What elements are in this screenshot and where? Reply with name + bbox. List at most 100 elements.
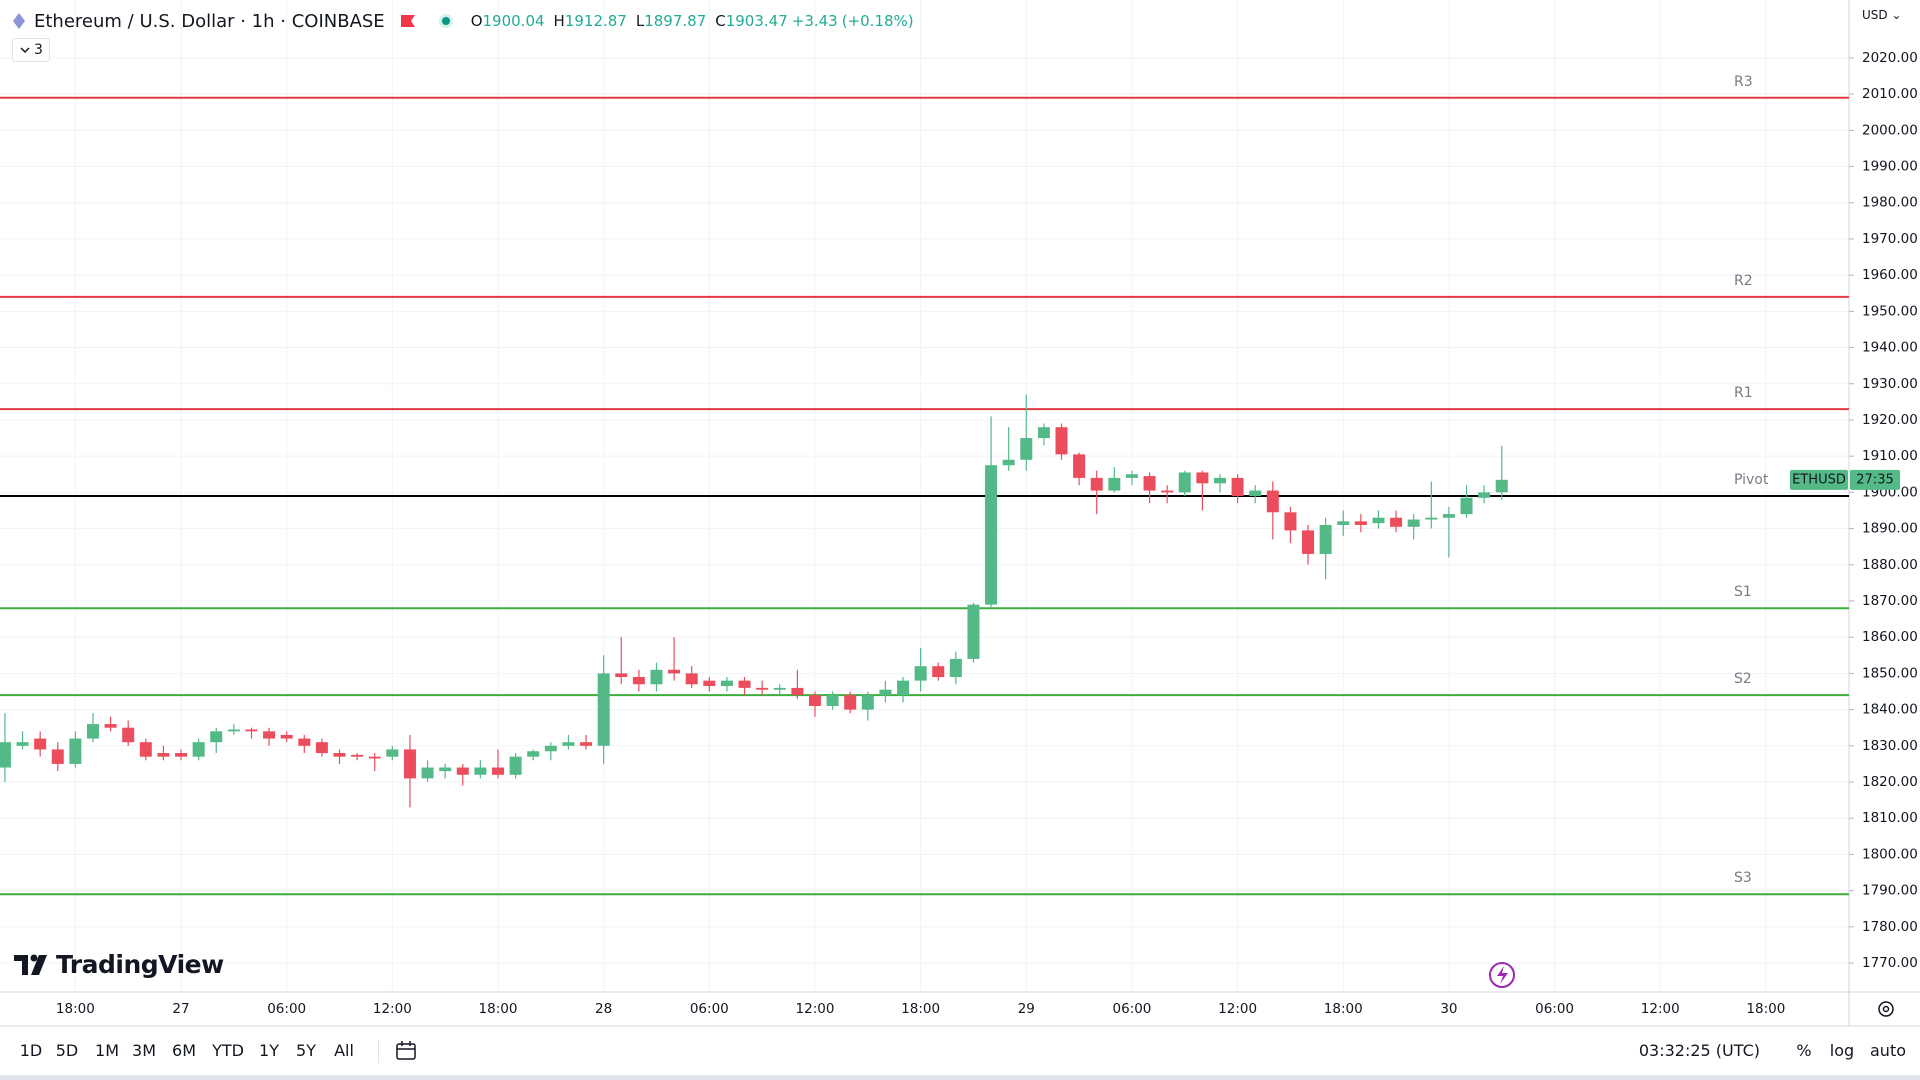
candle-body: [1196, 472, 1209, 484]
symbol-title[interactable]: Ethereum / U.S. Dollar · 1h · COINBASE: [34, 10, 385, 32]
candle-body: [1231, 477, 1244, 496]
scale-option[interactable]: %: [1796, 1041, 1812, 1060]
y-tick-label: 1780.00: [1862, 919, 1918, 935]
candle-body: [1178, 472, 1191, 493]
candle-body: [351, 754, 364, 757]
x-tick-label: 06:00: [1112, 1001, 1151, 1017]
branding[interactable]: TradingView: [14, 950, 224, 979]
y-tick-label: 1810.00: [1862, 810, 1918, 826]
range-button[interactable]: 1M: [95, 1041, 119, 1060]
y-tick-label: 1880.00: [1862, 557, 1918, 573]
symbol-tag: ETHUSD: [1792, 472, 1846, 487]
pivot-label: S1: [1734, 584, 1752, 600]
currency-label: USD: [1862, 8, 1888, 22]
candle-body: [562, 742, 575, 746]
candle-body: [1284, 512, 1297, 531]
candle-body: [615, 673, 628, 678]
market-status[interactable]: [435, 12, 457, 30]
candle-body: [685, 673, 698, 685]
candle-body: [298, 738, 311, 746]
value: 1897.87: [644, 12, 707, 30]
scale-option[interactable]: log: [1829, 1041, 1855, 1060]
candle-body: [1002, 459, 1015, 466]
range-button[interactable]: 1D: [19, 1041, 43, 1060]
candle-body: [175, 753, 188, 757]
x-tick-label: 18:00: [56, 1001, 95, 1017]
scale-option[interactable]: auto: [1869, 1041, 1907, 1060]
x-tick-label: 12:00: [1641, 1001, 1680, 1017]
range-button[interactable]: 6M: [172, 1041, 196, 1060]
value: 1903.47: [725, 12, 788, 30]
y-tick-label: 1960.00: [1862, 267, 1918, 283]
settings-icon: [1882, 1005, 1890, 1013]
y-tick-label: 1940.00: [1862, 340, 1918, 356]
y-tick-label: 1970.00: [1862, 231, 1918, 247]
candle-body: [1073, 454, 1086, 478]
candle-body: [932, 666, 945, 678]
range-button[interactable]: YTD: [212, 1041, 244, 1060]
y-tick-label: 1920.00: [1862, 412, 1918, 428]
candle-body: [544, 745, 557, 752]
range-button[interactable]: 5Y: [296, 1041, 316, 1060]
candle-body: [210, 731, 223, 743]
candle-body: [1407, 519, 1420, 527]
chevron: [20, 47, 30, 54]
candle-body: [1055, 427, 1068, 455]
candle-body: [403, 749, 416, 779]
candle-body: [16, 742, 29, 746]
candle-body: [333, 753, 346, 757]
currency[interactable]: USD ⌄: [1862, 8, 1902, 22]
candle-body: [1108, 477, 1121, 491]
candle-body: [69, 738, 82, 764]
candle-body: [1319, 524, 1332, 554]
x-tick-label: 27: [172, 1001, 189, 1017]
value: 1912.87: [564, 12, 627, 30]
indicators-count: 3: [34, 42, 43, 58]
candle-body: [280, 734, 293, 739]
range-button[interactable]: 5D: [55, 1041, 79, 1060]
x-tick-label: 30: [1440, 1001, 1457, 1017]
y-tick-label: 1850.00: [1862, 665, 1918, 681]
candle-body: [897, 680, 910, 696]
ohlc-open: O1900.04: [471, 12, 549, 30]
candle-body: [985, 465, 998, 605]
candle-body: [1037, 427, 1050, 439]
label: L: [635, 12, 645, 30]
candle-body: [1143, 476, 1156, 491]
pivot-label: R3: [1734, 74, 1753, 90]
countdown-bg: [1850, 469, 1900, 490]
y-tick-label: 1870.00: [1862, 593, 1918, 609]
pivot-label: R2: [1734, 273, 1753, 289]
candle-body: [421, 767, 434, 779]
settings-icon: [1878, 1001, 1894, 1017]
candle-body: [509, 756, 522, 775]
y-tick-label: 1930.00: [1862, 376, 1918, 392]
y-tick-label: 1980.00: [1862, 195, 1918, 211]
date-range-icon[interactable]: [395, 1040, 419, 1062]
candle-body: [456, 767, 469, 775]
x-tick-label: 12:00: [796, 1001, 835, 1017]
candle-body: [139, 742, 152, 757]
x-tick-label: 18:00: [901, 1001, 940, 1017]
pivot-label: Pivot: [1734, 472, 1769, 488]
indicators-toggle[interactable]: 3: [12, 38, 50, 62]
candle-body: [632, 677, 645, 685]
y-tick-label: 1820.00: [1862, 774, 1918, 790]
y-tick-label: 1830.00: [1862, 738, 1918, 754]
range-button[interactable]: All: [334, 1041, 354, 1060]
candle-body: [1372, 517, 1385, 524]
range-button[interactable]: 1Y: [259, 1041, 279, 1060]
candle-body: [1337, 521, 1350, 525]
range-button[interactable]: 3M: [132, 1041, 156, 1060]
countdown: 27:35: [1856, 472, 1893, 487]
pivot-label: S3: [1734, 870, 1752, 886]
candle-body: [791, 687, 804, 696]
candle-body: [879, 689, 892, 696]
y-tick-label: 1890.00: [1862, 521, 1918, 537]
y-tick-label: 1950.00: [1862, 303, 1918, 319]
candle-body: [527, 751, 540, 757]
ohlc-close: C1903.47 +3.43 (+0.18%): [715, 12, 917, 30]
flag-icon[interactable]: [399, 12, 417, 30]
lightning-icon: [1497, 966, 1508, 984]
